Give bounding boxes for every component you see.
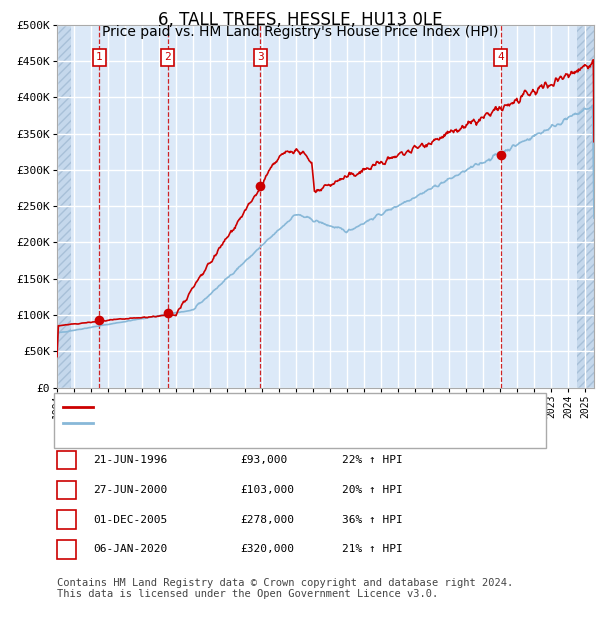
Text: 4: 4 (497, 53, 504, 63)
Text: 4: 4 (63, 544, 70, 554)
Text: HPI: Average price, detached house, East Riding of Yorkshire: HPI: Average price, detached house, East… (99, 418, 504, 428)
Text: 3: 3 (257, 53, 263, 63)
Text: 6, TALL TREES, HESSLE, HU13 0LE (detached house): 6, TALL TREES, HESSLE, HU13 0LE (detache… (99, 402, 423, 412)
Text: £93,000: £93,000 (240, 455, 287, 465)
Text: £103,000: £103,000 (240, 485, 294, 495)
Text: Price paid vs. HM Land Registry's House Price Index (HPI): Price paid vs. HM Land Registry's House … (102, 25, 498, 39)
Text: 2: 2 (63, 485, 70, 495)
Text: £320,000: £320,000 (240, 544, 294, 554)
Text: 20% ↑ HPI: 20% ↑ HPI (342, 485, 403, 495)
Text: Contains HM Land Registry data © Crown copyright and database right 2024.
This d: Contains HM Land Registry data © Crown c… (57, 578, 513, 600)
Text: 1: 1 (96, 53, 103, 63)
Text: 36% ↑ HPI: 36% ↑ HPI (342, 515, 403, 525)
Text: 06-JAN-2020: 06-JAN-2020 (93, 544, 167, 554)
Text: £278,000: £278,000 (240, 515, 294, 525)
Text: 21% ↑ HPI: 21% ↑ HPI (342, 544, 403, 554)
Text: 3: 3 (63, 515, 70, 525)
Text: 1: 1 (63, 455, 70, 465)
Text: 6, TALL TREES, HESSLE, HU13 0LE: 6, TALL TREES, HESSLE, HU13 0LE (158, 11, 442, 29)
Text: 21-JUN-1996: 21-JUN-1996 (93, 455, 167, 465)
Text: 22% ↑ HPI: 22% ↑ HPI (342, 455, 403, 465)
Text: 2: 2 (164, 53, 171, 63)
Text: 27-JUN-2000: 27-JUN-2000 (93, 485, 167, 495)
Text: 01-DEC-2005: 01-DEC-2005 (93, 515, 167, 525)
